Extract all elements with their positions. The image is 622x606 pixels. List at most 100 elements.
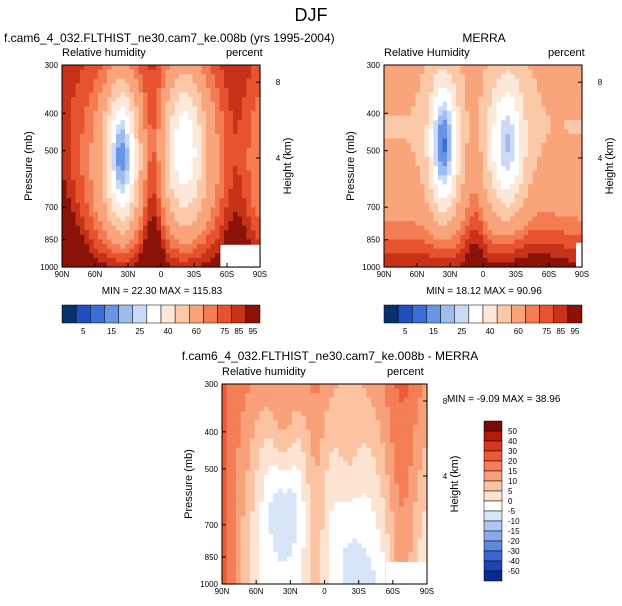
field-cell (228, 170, 234, 176)
field-cell (465, 211, 471, 218)
field-cell (465, 110, 471, 117)
field-cell (282, 547, 288, 553)
field-cell (138, 257, 144, 264)
field-cell (451, 120, 457, 126)
field-cell (465, 253, 471, 259)
field-cell (296, 388, 302, 394)
field-cell (393, 207, 399, 213)
field-cell (402, 175, 408, 181)
field-cell (80, 106, 86, 112)
field-cell (237, 115, 243, 121)
field-cell (487, 193, 493, 199)
field-cell (197, 129, 203, 135)
field-cell (469, 129, 475, 135)
field-cell (125, 211, 131, 218)
field-cell (384, 262, 390, 268)
field-cell (192, 92, 198, 98)
field-cell (474, 239, 480, 245)
field-cell (519, 97, 525, 103)
field-cell (296, 565, 302, 571)
field-cell (107, 239, 113, 245)
field-cell (568, 92, 574, 98)
field-cell (523, 65, 529, 71)
field-cell (75, 239, 81, 245)
field-cell (478, 129, 484, 135)
field-cell (245, 538, 251, 544)
field-cell (550, 262, 556, 268)
field-cell (215, 147, 221, 153)
field-cell (388, 221, 394, 227)
field-cell (465, 184, 471, 190)
field-cell (242, 184, 248, 190)
field-cell (75, 156, 81, 163)
field-cell (550, 225, 556, 231)
field-cell (71, 239, 77, 245)
field-cell (165, 143, 171, 149)
field-cell (249, 529, 256, 535)
field-cell (222, 502, 228, 508)
field-cell (170, 92, 176, 98)
field-cell (179, 129, 185, 135)
field-cell (492, 69, 498, 75)
field-cell (319, 515, 326, 521)
field-cell (165, 101, 171, 107)
field-cell (523, 124, 529, 130)
field-cell (134, 253, 140, 259)
field-cell (496, 262, 502, 268)
field-cell (237, 152, 243, 158)
field-cell (282, 443, 288, 449)
field-cell (559, 253, 565, 259)
field-cell (93, 193, 99, 199)
field-cell (310, 561, 316, 567)
field-cell (197, 115, 203, 121)
field-cell (62, 156, 68, 163)
field-cell (120, 257, 126, 264)
field-cell (222, 497, 228, 503)
field-cell (222, 434, 228, 440)
field-cell (460, 161, 466, 167)
field-cell (93, 87, 99, 94)
field-cell (528, 83, 534, 89)
field-cell (226, 561, 232, 567)
field-cell (80, 138, 86, 144)
field-cell (487, 97, 493, 103)
field-cell (156, 244, 162, 250)
field-cell (510, 198, 516, 204)
field-cell (233, 147, 239, 153)
field-cell (98, 221, 104, 227)
field-cell (397, 253, 403, 259)
field-cell (505, 225, 511, 231)
field-cell (388, 101, 394, 107)
field-cell (210, 216, 216, 222)
field-cell (80, 92, 86, 98)
field-cell (406, 175, 412, 181)
field-cell (474, 230, 480, 236)
field-cell (233, 193, 239, 199)
field-cell (301, 561, 307, 567)
field-cell (465, 152, 471, 158)
field-cell (474, 69, 480, 75)
field-cell (291, 534, 298, 540)
field-cell (242, 147, 248, 153)
field-cell (555, 110, 561, 117)
field-cell (170, 97, 176, 103)
field-cell (71, 253, 77, 259)
field-cell (301, 461, 307, 467)
field-cell (120, 170, 126, 176)
field-cell (107, 97, 113, 103)
field-cell (546, 234, 552, 241)
field-cell (80, 156, 86, 163)
field-cell (255, 147, 261, 153)
field-cell (451, 78, 457, 84)
field-cell (329, 497, 335, 503)
field-cell (224, 120, 230, 126)
field-cell (156, 230, 162, 236)
field-cell (555, 225, 561, 231)
field-cell (442, 110, 448, 117)
field-cell (268, 429, 274, 435)
field-cell (129, 124, 135, 130)
field-cell (161, 193, 167, 199)
field-cell (532, 248, 538, 254)
field-cell (233, 106, 239, 112)
field-cell (93, 216, 99, 222)
